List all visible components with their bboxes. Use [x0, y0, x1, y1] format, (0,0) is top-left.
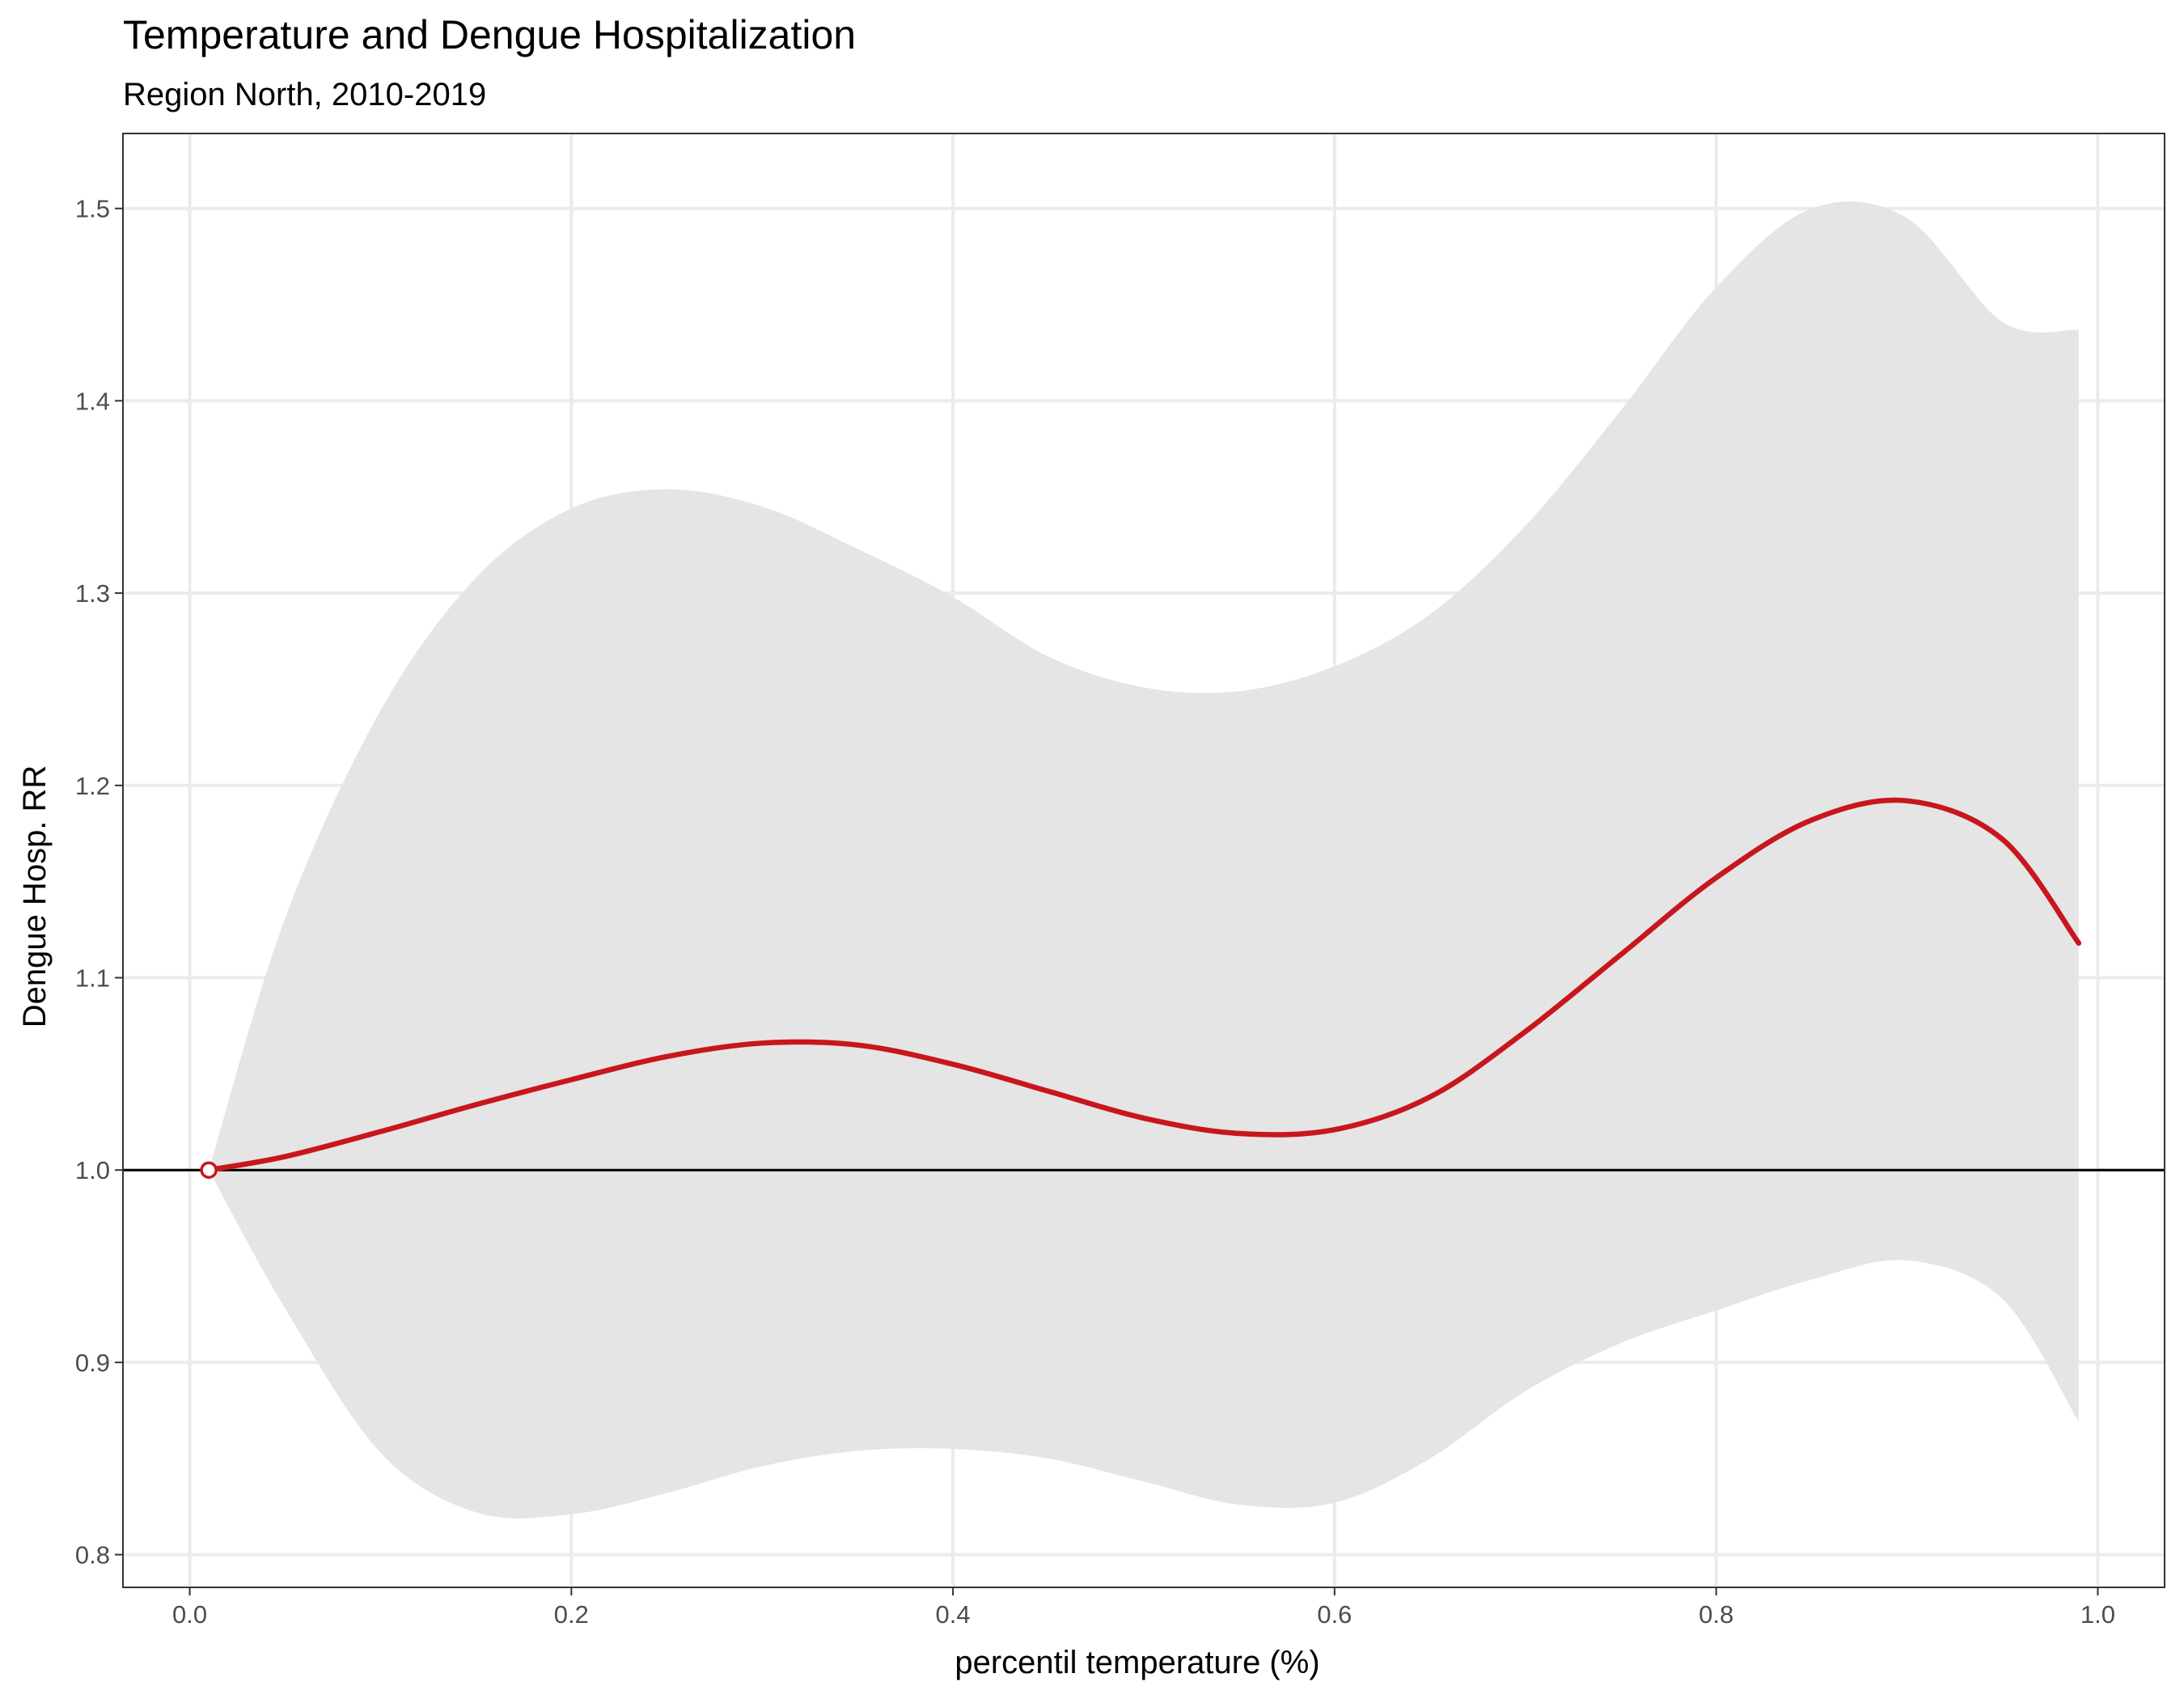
y-tick-label-1: 0.9: [75, 1349, 110, 1377]
y-tick-label-5: 1.3: [75, 579, 110, 608]
plot-panel-border: [122, 133, 2165, 1588]
x-tick-label-0: 0.0: [172, 1600, 207, 1629]
chart-subtitle: Region North, 2010-2019: [123, 77, 486, 112]
y-tick-label-2: 1.0: [75, 1156, 110, 1184]
y-axis-ticks: 0.8 0.9 1.0 1.1 1.2 1.3 1.4 1.5: [75, 195, 123, 1570]
y-tick-label-3: 1.1: [75, 964, 110, 992]
x-axis-ticks: 0.0 0.2 0.4 0.6 0.8 1.0: [172, 1587, 2115, 1629]
y-tick-label-0: 0.8: [75, 1541, 110, 1570]
rr-curve: [205, 797, 2082, 1173]
x-tick-label-5: 1.0: [2080, 1600, 2115, 1629]
y-tick-label-6: 1.4: [75, 387, 110, 415]
y-tick-label-4: 1.2: [75, 772, 110, 800]
chart-title: Temperature and Dengue Hospitalization: [123, 12, 856, 57]
y-tick-label-7: 1.5: [75, 195, 110, 223]
confidence-ribbon: [209, 201, 2079, 1519]
x-axis-title: percentil temperature (%): [954, 1645, 1319, 1680]
x-tick-label-3: 0.6: [1317, 1600, 1352, 1629]
reference-point: [200, 1161, 218, 1179]
x-tick-label-2: 0.4: [936, 1600, 971, 1629]
x-tick-label-4: 0.8: [1699, 1600, 1733, 1629]
y-axis-title: Dengue Hosp. RR: [17, 765, 53, 1028]
x-tick-label-1: 0.2: [554, 1600, 589, 1629]
